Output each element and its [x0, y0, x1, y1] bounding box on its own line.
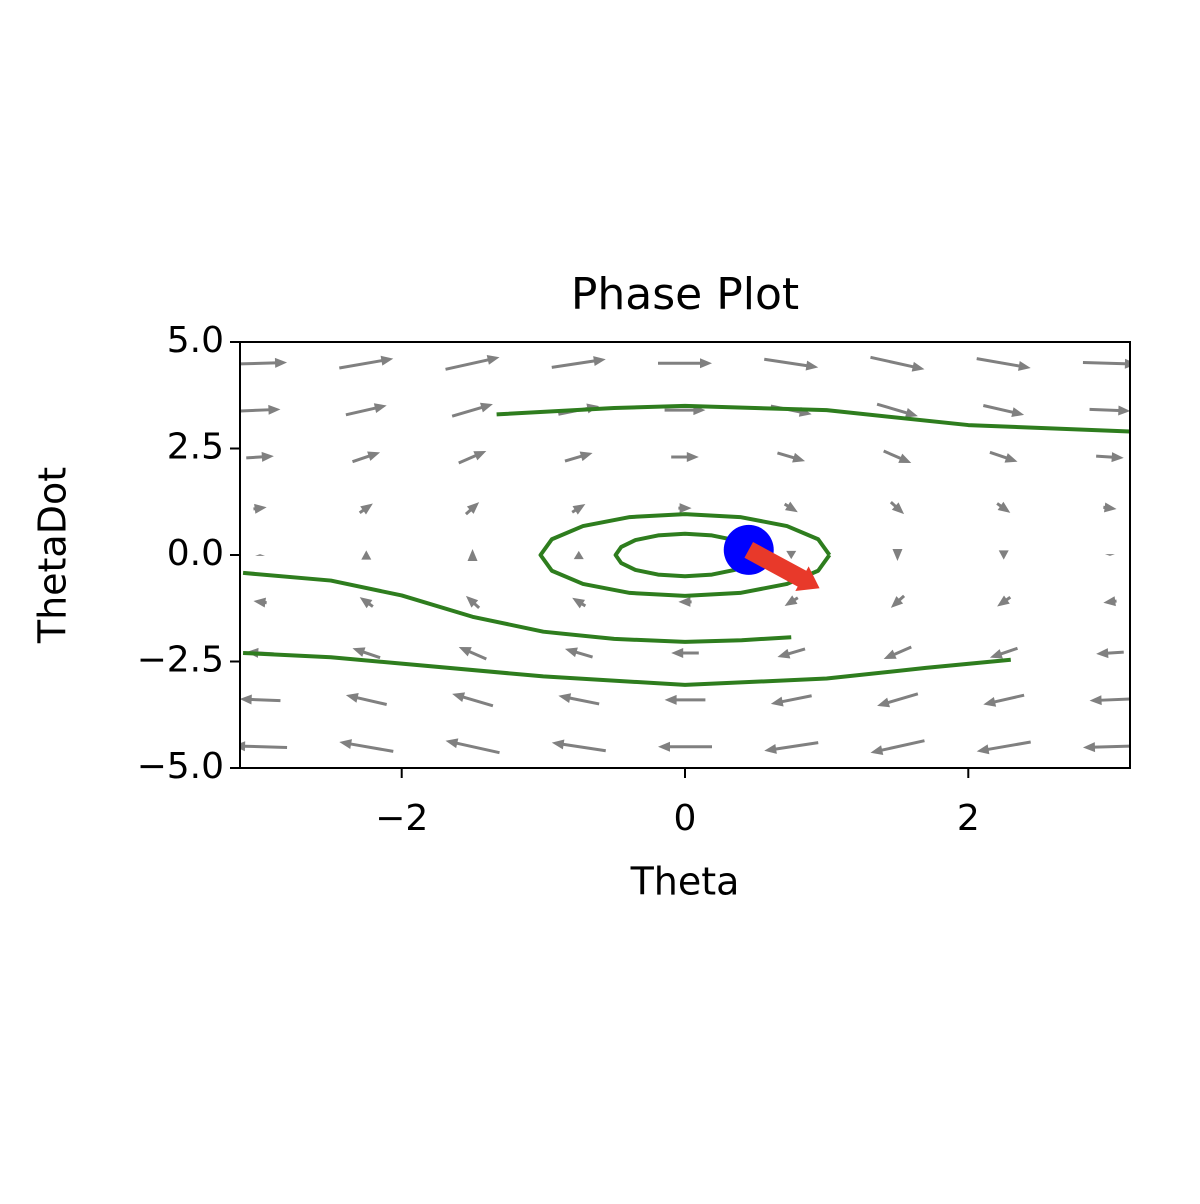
y-axis-label: ThetaDot [31, 467, 75, 644]
quiver-arrow [996, 501, 1011, 513]
quiver-arrow [1082, 358, 1130, 369]
quiver-arrow [445, 738, 500, 755]
trajectory [242, 650, 1011, 687]
quiver-arrow [458, 451, 487, 465]
quiver-arrow [982, 404, 1025, 418]
quiver-arrow [989, 646, 1018, 659]
quiver-arrow [777, 647, 806, 659]
quiver-arrow [551, 739, 606, 753]
quiver-arrow [467, 549, 478, 561]
quiver-arrow [783, 501, 798, 513]
quiver-arrow [976, 740, 1031, 755]
quiver-arrow [572, 597, 587, 609]
x-axis-label: Theta [630, 860, 740, 904]
quiver-arrow [983, 693, 1025, 707]
quiver-arrow [1096, 648, 1124, 659]
x-tick-label: 2 [957, 798, 980, 839]
quiver-arrow [678, 503, 692, 514]
y-tick-label: −2.5 [137, 640, 224, 681]
quiver-arrow [890, 594, 906, 608]
quiver-arrow [339, 739, 394, 753]
y-tick-label: 2.5 [167, 427, 224, 468]
trajectory [613, 531, 757, 579]
quiver-arrow [445, 355, 500, 371]
quiver-arrow [345, 692, 388, 706]
quiver-arrow [870, 355, 925, 372]
direction-arrow [744, 541, 820, 592]
quiver-arrow [240, 694, 281, 705]
quiver-arrow [786, 550, 797, 560]
quiver-arrow [658, 358, 712, 369]
quiver-arrow [551, 356, 606, 369]
x-tick-label: 0 [674, 798, 697, 839]
quiver-arrow [246, 451, 274, 462]
quiver-arrow [571, 504, 586, 515]
quiver-arrow [464, 502, 480, 516]
quiver-arrow [253, 597, 267, 608]
quiver-arrow [892, 549, 903, 561]
quiver-arrow [678, 596, 692, 607]
quiver-arrow [764, 357, 819, 371]
quiver-arrow [1082, 742, 1130, 753]
quiver-arrow [345, 403, 387, 417]
y-tick-label: −5.0 [137, 746, 224, 787]
quiver-arrow [352, 451, 381, 464]
quiver-arrow [770, 694, 812, 707]
quiver-arrow [452, 692, 494, 708]
quiver-arrow [976, 357, 1031, 371]
quiver-arrow [458, 646, 487, 661]
quiver-arrow [1103, 502, 1117, 513]
quiver-arrow [358, 503, 373, 515]
plot-area [240, 355, 1130, 755]
quiver-arrow [240, 357, 288, 368]
chart-title: Phase Plot [571, 269, 799, 320]
quiver-arrow [1089, 695, 1130, 706]
quiver-arrow [658, 741, 712, 752]
quiver-arrow [876, 402, 918, 418]
y-tick-label: 5.0 [167, 320, 224, 361]
quiver-arrow [883, 449, 912, 464]
quiver-arrow [255, 554, 266, 556]
quiver-arrow [240, 404, 281, 415]
quiver-arrow [877, 692, 919, 708]
quiver-arrow [870, 739, 925, 755]
trajectory [242, 570, 792, 644]
quiver-arrow [777, 451, 806, 463]
quiver-arrow [339, 355, 394, 370]
quiver-arrow [451, 402, 493, 418]
quiver-arrow [352, 647, 381, 660]
trajectory [538, 512, 832, 598]
quiver-arrow [253, 503, 267, 514]
quiver-arrow [889, 501, 905, 515]
quiver-arrow [564, 451, 593, 463]
quiver-arrow [1104, 554, 1115, 556]
quiver-arrow [1103, 596, 1117, 607]
quiver-arrow [997, 595, 1012, 607]
quiver-arrow [989, 450, 1018, 463]
quiver-arrow [883, 645, 912, 659]
quiver-arrow [558, 693, 600, 706]
quiver-arrow [998, 550, 1009, 560]
quiver-arrow [361, 550, 372, 560]
quiver-arrow [664, 694, 706, 705]
quiver-arrow [564, 647, 593, 659]
quiver-arrow [764, 741, 819, 754]
quiver-arrow [671, 647, 699, 658]
quiver-arrow [1096, 452, 1124, 463]
trajectory [496, 403, 1130, 434]
quiver-arrow [359, 597, 374, 609]
quiver-arrow [573, 550, 584, 560]
quiver-arrow [1089, 405, 1130, 416]
quiver-arrow [240, 741, 288, 752]
quiver-arrow [465, 595, 481, 609]
quiver-arrow [671, 452, 699, 463]
quiver-arrow [784, 595, 799, 606]
x-tick-label: −2 [375, 798, 428, 839]
y-tick-label: 0.0 [167, 533, 224, 574]
